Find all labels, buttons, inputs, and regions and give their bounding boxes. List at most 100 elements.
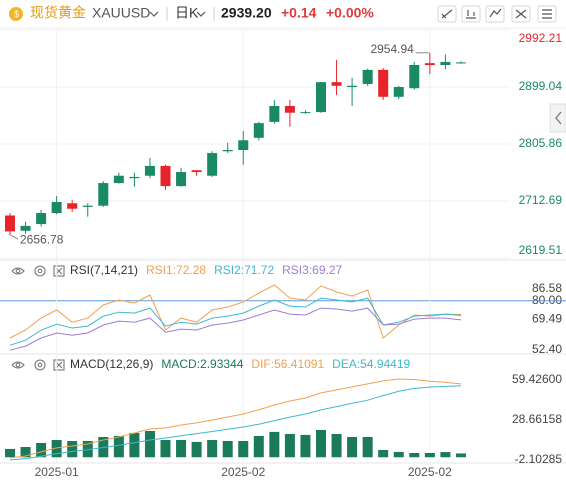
candle-body [5,215,15,232]
legend-entry: RSI3:69.27 [282,263,342,277]
indicator-title: RSI(7,14,21) [70,263,138,277]
macd-bar [191,441,202,458]
macd-bar [440,452,451,458]
candle-body [300,112,311,114]
last-price: 2939.20 [221,5,272,21]
settings-button[interactable] [537,5,557,23]
legend-entry: DIF:56.41091 [251,357,324,371]
legend-entry: RSI1:72.28 [146,263,206,277]
macd-bar [51,439,62,458]
candle-body [269,105,280,122]
x-tick-label: 2025-02 [408,465,452,479]
macd-bar [378,449,389,458]
instrument-name[interactable]: 现货黄金 [30,5,86,21]
instrument-symbol[interactable]: XAUUSD [92,5,150,21]
candle-body [98,183,109,206]
low-pointer [10,234,19,240]
macd-bar [455,453,466,458]
macd-bar [347,436,358,458]
y-tick-label: 2712.69 [519,193,563,207]
y-tick-label: 2619.51 [519,243,563,257]
y-tick-label: 86.58 [532,281,562,295]
candle-body [424,63,435,65]
candle-body [455,62,466,64]
y-tick-label: 80.00 [532,293,562,307]
macd-bar [144,431,155,458]
fullscreen-button[interactable] [511,5,531,23]
x-tick-label: 2025-02 [221,465,265,479]
indicator-line [9,284,462,339]
y-tick-label: 2899.04 [519,79,563,93]
candle-body [238,140,249,151]
macd-bar [207,439,218,458]
high-annotation: 2954.94 [370,42,414,56]
candle-body [82,205,93,207]
y-tick-label: 52.40 [532,342,562,356]
candle-body [440,61,451,65]
macd-bar [176,439,187,458]
macd-bar [238,441,249,458]
macd-bar [222,441,233,458]
macd-bar [36,442,47,458]
draw-tool-button[interactable] [437,5,457,23]
macd-visibility-icon[interactable] [11,361,25,369]
rsi-settings-icon[interactable] [34,265,46,277]
gold-icon-glyph: $ [14,9,19,19]
candle-body [191,170,202,173]
candle-body [331,82,342,86]
macd-settings-icon[interactable] [34,359,46,371]
candle-body [347,85,358,88]
macd-bar [316,429,326,458]
macd-bar [82,441,93,458]
indicator-line [9,378,462,459]
candle-body [36,213,47,225]
symbol-dropdown[interactable] [149,11,159,17]
low-annotation: 2656.78 [20,232,64,246]
macd-bar [409,452,420,458]
indicator-button[interactable] [461,5,481,23]
candle-body [67,203,78,209]
y-tick-label: 2992.21 [519,31,563,45]
macd-bar [393,451,404,458]
y-tick-label: 28.66158 [512,412,562,426]
rsi-visibility-icon[interactable] [11,267,25,275]
y-tick-label: 59.42600 [512,372,562,386]
gold-icon [9,7,23,21]
price-change-pct: +0.00% [326,5,374,21]
macd-bar [362,436,373,458]
candle-body [160,165,171,187]
macd-bar [269,431,280,458]
price-change: +0.14 [281,5,317,21]
candle-body [378,69,389,97]
candle-body [129,176,140,179]
collapse-button[interactable] [549,103,566,133]
candle-body [316,82,326,113]
period-dropdown[interactable] [196,11,206,17]
macd-bar [5,448,15,458]
candle-body [222,150,233,152]
legend-entry: DEA:54.94419 [332,357,410,371]
y-tick-label: 69.49 [532,312,562,326]
legend-entry: RSI2:71.72 [214,263,274,277]
candle-body [362,69,373,84]
macd-bar [20,446,31,458]
candle-body [51,202,62,214]
indicator-line [9,385,462,461]
candle-body [253,123,264,138]
y-tick-label: -2.10285 [515,452,563,466]
period[interactable]: 日K [175,5,199,21]
macd-bar [67,441,78,458]
macd-bar [160,439,171,458]
candle-body [20,225,31,231]
x-tick-label: 2025-01 [35,465,79,479]
macd-bar [300,434,311,458]
macd-bar [129,432,140,458]
compare-button[interactable] [485,5,505,23]
macd-bar [331,433,342,458]
legend-entry: MACD:2.93344 [161,357,243,371]
indicator-title: MACD(12,26,9) [70,357,153,371]
candle-body [409,64,420,89]
candle-body [284,105,295,113]
candle-body [207,153,218,176]
